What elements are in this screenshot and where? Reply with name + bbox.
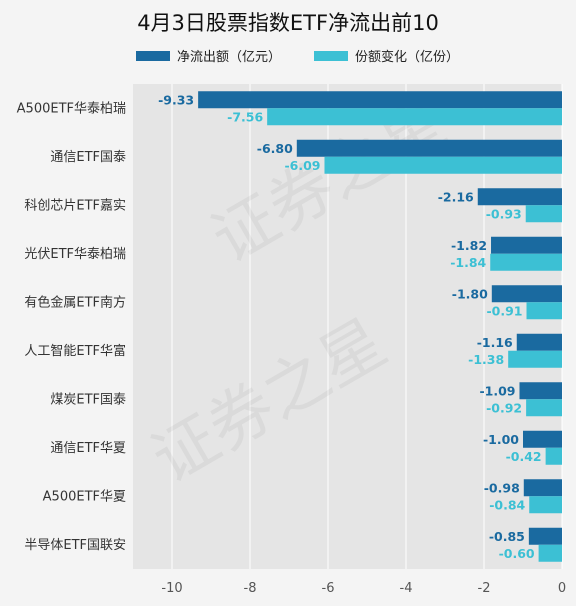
- category-label: A500ETF华泰柏瑞: [17, 101, 126, 116]
- bar-outflow: [516, 333, 562, 351]
- category-label: 人工智能ETF华富: [24, 343, 126, 359]
- data-label-shares: -0.93: [486, 206, 522, 221]
- data-label-shares: -7.56: [227, 109, 263, 124]
- bar-shares: [324, 156, 562, 174]
- bar-outflow: [491, 285, 562, 303]
- x-tick-label: -10: [161, 581, 182, 596]
- bars: -9.33 -7.56 -6.80 -6.09 -2.16 -0.93 -1.82 -1.84…: [158, 91, 562, 562]
- data-label-outflow: -6.80: [257, 141, 293, 156]
- legend-label-outflow: 净流出额（亿元）: [177, 50, 281, 65]
- data-label-outflow: -1.00: [483, 432, 519, 447]
- legend-label-shares: 份额变化（亿份）: [355, 49, 459, 65]
- x-tick-label: -2: [478, 581, 491, 596]
- bar-outflow: [519, 382, 562, 400]
- bar-outflow: [491, 236, 562, 254]
- bar-outflow: [523, 430, 562, 448]
- bar-shares: [526, 399, 562, 417]
- data-label-shares: -1.84: [450, 255, 486, 270]
- bar-shares: [508, 350, 562, 368]
- bar-shares: [529, 496, 562, 514]
- bar-shares: [538, 544, 562, 562]
- legend-swatch-outflow: [136, 51, 170, 61]
- data-label-shares: -0.92: [486, 400, 522, 415]
- bar-shares: [267, 108, 562, 126]
- data-label-outflow: -1.80: [452, 286, 488, 301]
- data-label-outflow: -9.33: [158, 92, 194, 107]
- data-label-outflow: -0.98: [484, 480, 520, 495]
- x-tick-label: -4: [400, 581, 413, 596]
- chart-title: 4月3日股票指数ETF净流出前10: [137, 11, 439, 35]
- category-label: A500ETF华夏: [43, 489, 126, 504]
- data-label-shares: -1.38: [468, 352, 504, 367]
- legend-swatch-shares: [314, 51, 348, 61]
- data-label-shares: -0.42: [506, 449, 542, 464]
- x-tick-label: -6: [322, 581, 335, 596]
- data-label-outflow: -1.09: [479, 383, 515, 398]
- category-label: 有色金属ETF南方: [24, 294, 126, 310]
- category-label: 通信ETF华夏: [50, 441, 126, 456]
- category-label: 半导体ETF国联安: [24, 538, 126, 553]
- x-tick-label: 0: [558, 581, 566, 596]
- legend: 净流出额（亿元） 份额变化（亿份）: [136, 49, 459, 65]
- bar-shares: [545, 447, 562, 465]
- bar-outflow: [528, 527, 562, 545]
- x-tick-label: -8: [244, 581, 257, 596]
- category-label: 煤炭ETF国泰: [50, 392, 126, 407]
- bar-outflow: [477, 188, 562, 206]
- data-label-shares: -0.84: [489, 497, 525, 512]
- bar-outflow: [523, 479, 562, 497]
- category-label: 科创芯片ETF嘉实: [24, 198, 126, 213]
- data-label-outflow: -0.85: [489, 529, 525, 544]
- data-label-outflow: -1.16: [477, 335, 513, 350]
- bar-outflow: [198, 91, 562, 109]
- data-label-shares: -0.91: [486, 303, 522, 318]
- bar-shares: [525, 205, 562, 223]
- category-label: 光伏ETF华泰柏瑞: [24, 247, 126, 262]
- data-label-shares: -6.09: [284, 158, 320, 173]
- bar-outflow: [296, 139, 562, 157]
- bar-shares: [490, 253, 562, 271]
- data-label-outflow: -2.16: [438, 189, 474, 204]
- data-label-outflow: -1.82: [451, 238, 487, 253]
- data-label-shares: -0.60: [499, 546, 535, 561]
- bar-shares: [526, 302, 562, 320]
- category-labels: A500ETF华泰柏瑞通信ETF国泰科创芯片ETF嘉实光伏ETF华泰柏瑞有色金属…: [17, 101, 126, 553]
- x-axis: -10 -8 -6 -4 -2 0: [161, 581, 566, 596]
- category-label: 通信ETF国泰: [50, 150, 126, 165]
